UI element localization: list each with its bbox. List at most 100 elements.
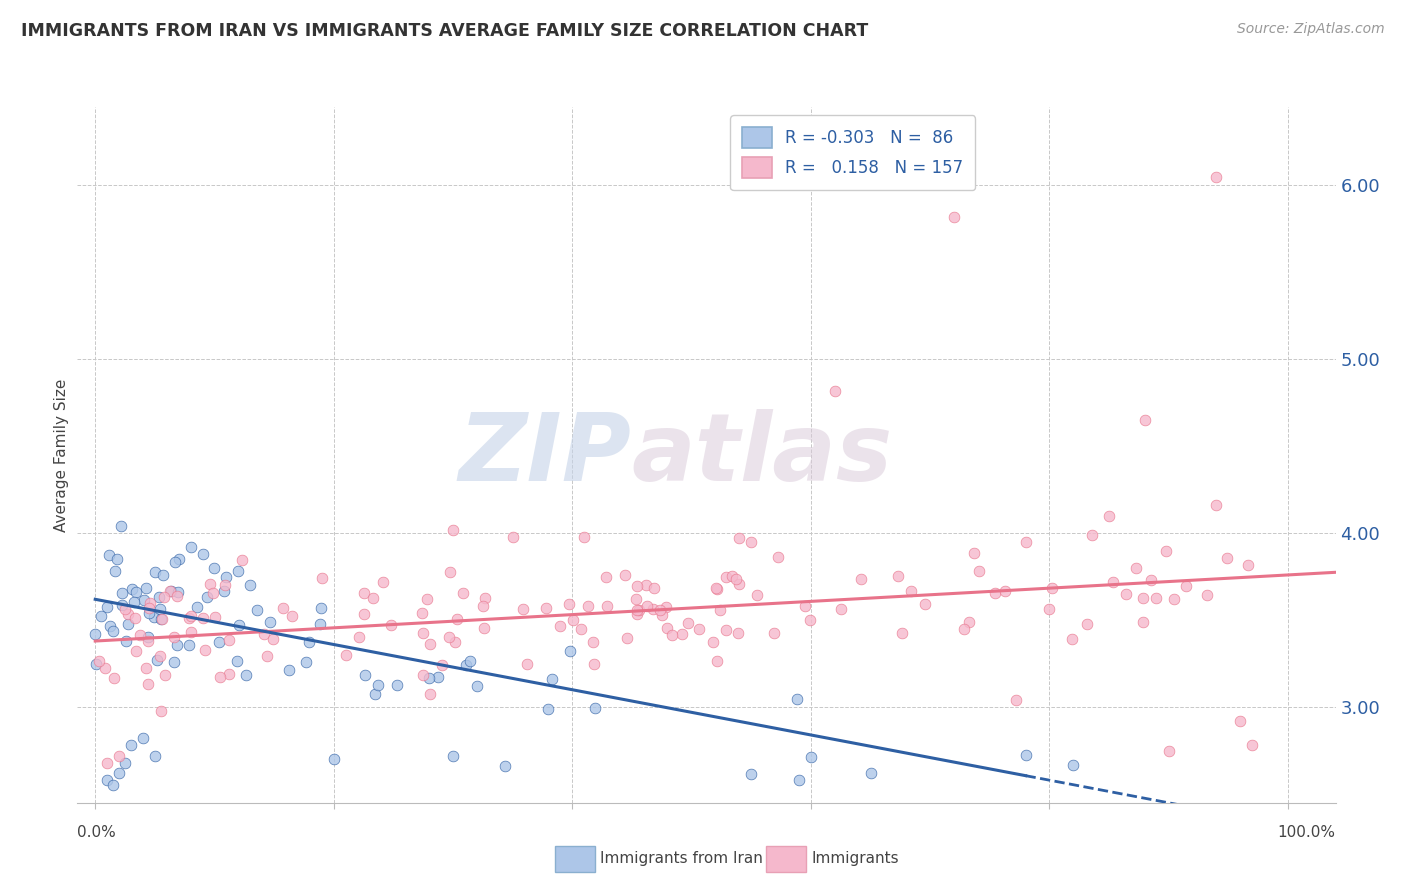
Point — [1241, 739, 1264, 753]
Point — [614, 568, 637, 582]
Point — [104, 564, 127, 578]
Point — [163, 630, 186, 644]
Point — [117, 607, 139, 621]
Point — [766, 549, 789, 564]
Point — [1098, 508, 1121, 523]
Point — [1195, 588, 1218, 602]
Point — [943, 210, 966, 224]
Point — [595, 599, 617, 613]
Point — [558, 644, 581, 658]
Point — [135, 661, 157, 675]
Point — [441, 748, 464, 763]
Point — [347, 630, 370, 644]
Point — [740, 535, 762, 549]
Point — [651, 608, 673, 623]
Point — [794, 599, 817, 613]
Point — [202, 586, 225, 600]
Point — [439, 566, 461, 580]
Point — [1132, 615, 1154, 629]
Point — [516, 657, 538, 671]
Point — [294, 655, 316, 669]
Point — [446, 612, 468, 626]
Point — [1229, 714, 1251, 728]
Point — [235, 668, 257, 682]
Point — [786, 691, 808, 706]
Point — [1133, 413, 1156, 427]
Point — [86, 657, 108, 672]
Point — [136, 630, 159, 644]
Point — [256, 648, 278, 663]
Text: Source: ZipAtlas.com: Source: ZipAtlas.com — [1237, 22, 1385, 37]
Point — [800, 750, 823, 764]
Point — [412, 626, 434, 640]
Point — [166, 589, 188, 603]
Point — [1125, 561, 1147, 575]
Point — [159, 583, 181, 598]
Point — [1216, 551, 1239, 566]
Point — [120, 739, 142, 753]
Point — [107, 551, 129, 566]
Point — [626, 579, 648, 593]
Point — [626, 591, 648, 606]
Point — [412, 668, 434, 682]
Point — [101, 624, 124, 638]
Point — [180, 608, 202, 623]
Point — [1076, 616, 1098, 631]
Point — [361, 591, 384, 606]
Point — [364, 687, 387, 701]
Point — [180, 540, 202, 554]
Point — [1040, 581, 1063, 595]
Point — [957, 615, 980, 629]
Point — [228, 565, 250, 579]
Point — [890, 626, 912, 640]
Point — [138, 606, 160, 620]
Point — [150, 612, 173, 626]
Point — [419, 637, 441, 651]
Point — [194, 643, 217, 657]
Point — [298, 635, 321, 649]
Point — [209, 670, 232, 684]
Point — [166, 584, 188, 599]
Point — [702, 635, 724, 649]
Point — [152, 590, 174, 604]
Point — [709, 602, 731, 616]
Point — [278, 664, 301, 678]
Point — [430, 657, 453, 672]
Point — [149, 612, 172, 626]
Point — [1175, 579, 1198, 593]
Point — [1237, 558, 1260, 572]
Point — [1132, 591, 1154, 605]
Point — [1115, 587, 1137, 601]
Text: ZIP: ZIP — [458, 409, 631, 501]
Point — [108, 748, 131, 763]
Point — [253, 626, 276, 640]
Point — [1038, 602, 1060, 616]
Point — [208, 635, 231, 649]
Point — [451, 586, 474, 600]
Point — [353, 586, 375, 600]
Point — [180, 624, 202, 639]
Point — [540, 672, 562, 686]
Point — [720, 569, 742, 583]
Point — [952, 623, 974, 637]
Point — [984, 586, 1007, 600]
Point — [218, 667, 240, 681]
Point — [143, 748, 166, 763]
Point — [1157, 744, 1180, 758]
Point — [125, 644, 148, 658]
Point — [90, 609, 112, 624]
Point — [472, 621, 495, 635]
Point — [225, 655, 247, 669]
Point — [200, 576, 222, 591]
Point — [628, 603, 651, 617]
Point — [574, 530, 596, 544]
Point — [444, 635, 467, 649]
Point — [159, 584, 181, 599]
Point — [149, 704, 172, 718]
Point — [204, 561, 226, 575]
Text: atlas: atlas — [631, 409, 893, 501]
Point — [650, 603, 672, 617]
Point — [416, 591, 439, 606]
Point — [548, 619, 571, 633]
Point — [418, 671, 440, 685]
